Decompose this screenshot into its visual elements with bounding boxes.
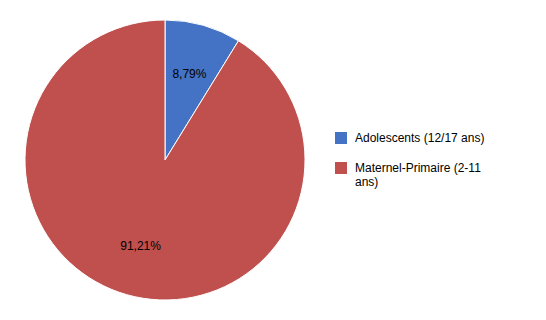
legend-label: Adolescents (12/17 ans) — [355, 131, 484, 145]
legend: Adolescents (12/17 ans) Maternel-Primaire… — [335, 131, 484, 189]
legend-swatch — [335, 132, 347, 144]
chart: 8,79% 91,21% Adolescents (12/17 ans) Matern… — [0, 0, 546, 320]
legend-label-line: Adolescents (12/17 ans) — [355, 131, 484, 145]
data-label: 91,21% — [120, 239, 161, 253]
data-label: 8,79% — [172, 67, 206, 81]
legend-swatch — [335, 162, 347, 174]
legend-label-line: ans) — [355, 175, 378, 189]
pie — [25, 20, 305, 300]
pie-slice — [25, 20, 305, 300]
data-labels: 8,79% 91,21% — [120, 67, 207, 253]
legend-label: Maternel-Primaire (2-11ans) — [355, 161, 481, 189]
legend-label-line: Maternel-Primaire (2-11 — [355, 161, 481, 175]
legend-item: Maternel-Primaire (2-11ans) — [335, 161, 481, 189]
legend-item: Adolescents (12/17 ans) — [335, 131, 484, 145]
